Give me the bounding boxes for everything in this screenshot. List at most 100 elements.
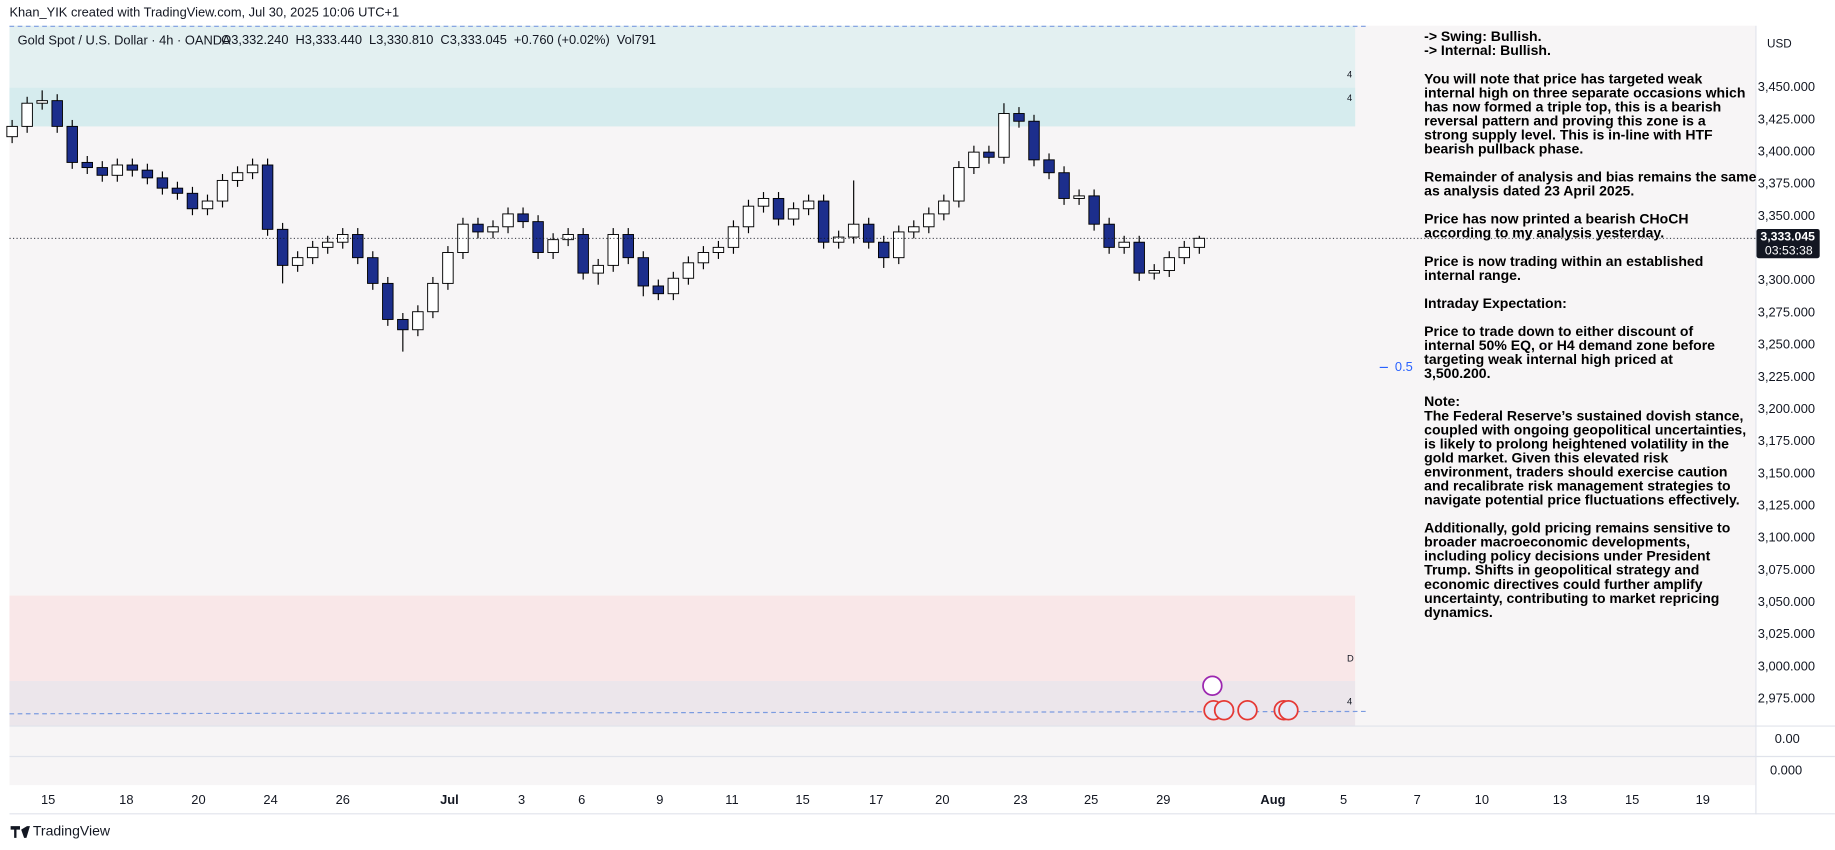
candle-body: [832, 236, 845, 243]
ohlc-value: +0.760 (+0.02%): [514, 32, 610, 47]
analysis-note: bearish pullback phase.: [1424, 140, 1583, 156]
candle-body: [51, 100, 63, 127]
ohlc-value: O3,332.240: [221, 32, 288, 47]
candle-body: [1028, 120, 1040, 161]
analysis-note: uncertainty, contributing to market repr…: [1424, 590, 1719, 606]
y-tick-label: 3,300.000: [1758, 272, 1815, 287]
ohlc-value: L3,330.810: [369, 32, 433, 47]
candle-body: [727, 226, 740, 248]
candle-body: [712, 246, 725, 253]
demand-zone: [9, 595, 1356, 682]
x-tick-label: 20: [935, 792, 949, 807]
y-tick-label: 3,375.000: [1758, 176, 1815, 191]
candle-body: [877, 241, 890, 259]
x-tick-label: 18: [119, 792, 133, 807]
candle-body: [276, 228, 289, 266]
x-tick-label: 3: [518, 792, 525, 807]
candle-body: [337, 234, 349, 243]
analysis-note: and recalibrate risk management strategi…: [1424, 477, 1731, 493]
candle-body: [847, 223, 860, 238]
analysis-note: Price to trade down to either discount o…: [1424, 323, 1693, 339]
x-tick-label: 5: [1340, 792, 1347, 807]
candle-body: [908, 226, 920, 233]
x-tick-label: 11: [725, 792, 738, 807]
candle-body: [126, 164, 139, 171]
analysis-note: 3,500.200.: [1424, 365, 1490, 381]
x-tick-label: 6: [578, 792, 585, 807]
candle-body: [1193, 237, 1206, 248]
analysis-note: Additionally, gold pricing remains sensi…: [1424, 520, 1731, 536]
x-tick-label: 10: [1475, 792, 1489, 807]
x-tick-label: 15: [41, 792, 55, 807]
ohlc-value: C3,333.045: [440, 32, 506, 47]
candle-body: [111, 164, 124, 176]
y-tick-label: 3,150.000: [1758, 465, 1815, 480]
x-tick-label: 23: [1013, 792, 1027, 807]
y-tick-label: 3,050.000: [1758, 594, 1815, 609]
x-tick-label: 15: [1625, 792, 1639, 807]
y-tick-label: 3,425.000: [1758, 111, 1815, 126]
candle-body: [1103, 223, 1115, 248]
candle-body: [1088, 195, 1100, 225]
analysis-note: including policy decisions under Preside…: [1424, 548, 1710, 564]
analysis-note: internal range.: [1424, 267, 1521, 283]
x-tick-label: 15: [795, 792, 809, 807]
currency: USD: [1767, 38, 1792, 51]
candle-body: [291, 257, 304, 266]
candle-body: [231, 172, 244, 181]
candle-body: [81, 161, 93, 169]
y-tick-label: 3,175.000: [1758, 433, 1815, 448]
candle-body: [968, 151, 980, 169]
x-tick-label: 20: [191, 792, 205, 807]
analysis-note: according to my analysis yesterday.: [1424, 225, 1664, 241]
pane-label: 0.00: [1775, 731, 1800, 746]
candle-body: [382, 282, 394, 320]
level-label: 0.5: [1395, 359, 1413, 374]
candle-body: [216, 179, 229, 202]
zone-label: D: [1347, 653, 1354, 663]
last-price-box: [1756, 228, 1820, 259]
analysis-note: internal 50% EQ, or H4 demand zone befor…: [1424, 337, 1715, 353]
y-tick-label: 3,075.000: [1758, 562, 1815, 577]
candle-body: [21, 102, 33, 127]
candle-body: [562, 234, 574, 241]
candle-body: [938, 200, 950, 215]
candle-body: [923, 213, 935, 228]
candle-body: [186, 192, 199, 210]
candle-body: [1178, 246, 1191, 259]
x-tick-label: 25: [1084, 792, 1098, 807]
indicator-pane: [9, 757, 1756, 786]
candle-body: [306, 246, 319, 259]
analysis-note: Note:: [1424, 393, 1460, 409]
candle-body: [367, 257, 379, 284]
analysis-note: is likely to prolong heightened volatili…: [1424, 435, 1729, 451]
event-icons: [1202, 675, 1299, 721]
y-tick-label: 3,400.000: [1758, 144, 1815, 159]
candle-body: [953, 167, 965, 202]
analysis-note: You will note that price has targeted we…: [1424, 70, 1702, 86]
countdown: 03:53:38: [1765, 243, 1813, 257]
brand: TradingView: [10, 823, 111, 839]
zone-label: 4: [1347, 93, 1352, 103]
candle-body: [472, 223, 484, 233]
candle-body: [1043, 159, 1055, 174]
candle-body: [141, 169, 154, 179]
analysis-note: Price is now trading within an establish…: [1424, 253, 1703, 269]
supply-zone-core: [9, 87, 1356, 127]
candle-body: [772, 197, 785, 220]
zone-label: 4: [1347, 69, 1352, 79]
candle-body: [412, 311, 424, 331]
y-tick-label: 3,225.000: [1758, 369, 1815, 384]
y-tick-label: 3,450.000: [1758, 79, 1815, 94]
analysis-note: internal high on three separate occasion…: [1424, 84, 1745, 100]
candle-body: [592, 264, 604, 274]
indicator-pane: [9, 725, 1756, 756]
candle-body: [487, 226, 499, 233]
candle-body: [246, 164, 259, 174]
candle-body: [6, 125, 18, 138]
candle-body: [1148, 270, 1160, 274]
candle-body: [532, 221, 544, 253]
y-tick-label: 2,975.000: [1758, 691, 1815, 706]
y-tick-label: 3,125.000: [1758, 497, 1815, 512]
candle-body: [802, 200, 815, 210]
